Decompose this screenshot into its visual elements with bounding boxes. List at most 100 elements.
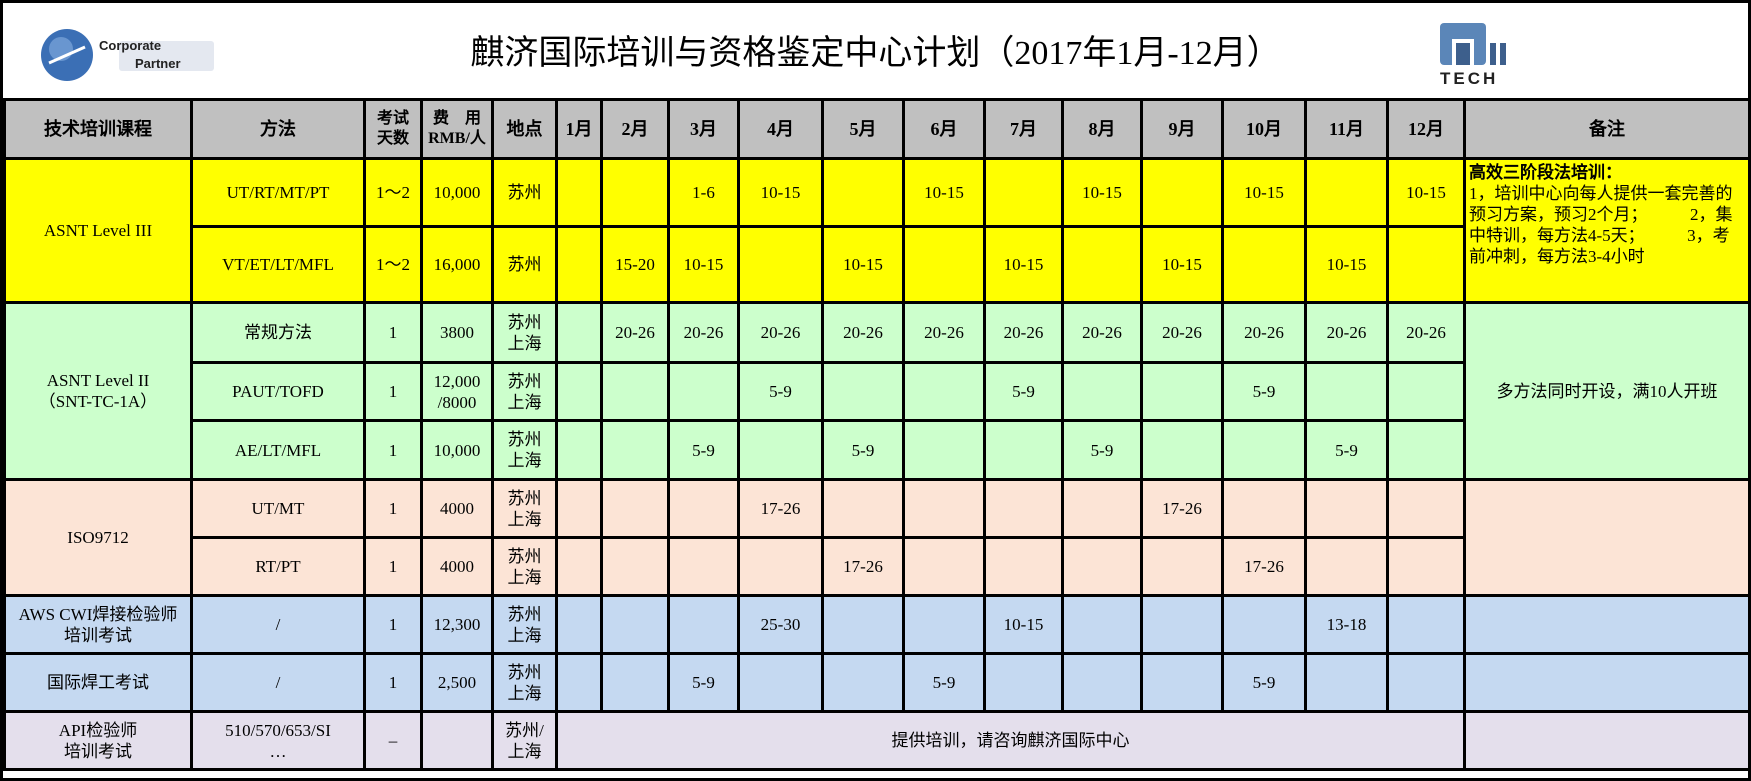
- month-cell: 10-15: [667, 225, 740, 304]
- month-cell: [555, 301, 603, 364]
- month-cell: 10-15: [983, 225, 1064, 304]
- month-cell: [1061, 536, 1143, 597]
- location: 苏州 上海: [491, 419, 558, 481]
- month-cell: [983, 652, 1064, 713]
- month-cell: 10-15: [737, 157, 824, 228]
- month-cell: [1386, 225, 1466, 304]
- month-cell: [1140, 361, 1224, 422]
- title-bar: Corporate Partner 麒济国际培训与资格鉴定中心计划（2017年1…: [3, 3, 1748, 101]
- month-cell: [902, 225, 986, 304]
- month-cell: [902, 594, 986, 655]
- month-cell: 5-9: [737, 361, 824, 422]
- exam-days: 1: [363, 301, 423, 364]
- month-cell: [737, 225, 824, 304]
- month-cell: 17-26: [737, 478, 824, 539]
- month-cell: [1221, 225, 1307, 304]
- month-cell: [555, 157, 603, 228]
- month-cell: 20-26: [821, 301, 905, 364]
- header-month: 2月: [600, 98, 670, 160]
- fee: 12,300: [420, 594, 494, 655]
- table-row: RT/PT 1 4000 苏州 上海 17-26 17-26: [4, 536, 1750, 597]
- header-month: 5月: [821, 98, 905, 160]
- month-cell: 20-26: [902, 301, 986, 364]
- month-cell: [821, 361, 905, 422]
- month-cell: [737, 652, 824, 713]
- svg-text:Corporate: Corporate: [99, 38, 161, 53]
- month-cell: [902, 361, 986, 422]
- month-cell: [1061, 361, 1143, 422]
- month-cell: 15-20: [600, 225, 670, 304]
- month-cell: 10-15: [1061, 157, 1143, 228]
- header-month: 4月: [737, 98, 824, 160]
- fee: 4000: [420, 536, 494, 597]
- header-fee: 费 用RMB/人: [420, 98, 494, 160]
- course-name: API检验师 培训考试: [3, 710, 193, 771]
- month-cell: [983, 536, 1064, 597]
- table-row: ASNT Level II （SNT-TC-1A） 常规方法 1 3800 苏州 上海 2…: [3, 301, 1751, 481]
- table-row: PAUT/TOFD 1 12,000 /8000 苏州 上海 5-9 5-9 5-9: [4, 361, 1750, 422]
- month-cell: [821, 594, 905, 655]
- month-cell: 20-26: [667, 301, 740, 364]
- exam-days: –: [363, 710, 423, 771]
- asnt-corporate-partner-logo: Corporate Partner: [41, 29, 214, 81]
- month-cell: [600, 652, 670, 713]
- location: 苏州 上海: [491, 478, 558, 539]
- location: 苏州: [491, 225, 558, 304]
- month-cell: [555, 478, 603, 539]
- course-name: ISO9712: [3, 478, 193, 597]
- month-cell: 20-26: [1140, 301, 1224, 364]
- month-cell: [1140, 419, 1224, 481]
- month-cell: [1386, 536, 1466, 597]
- location: 苏州 上海: [491, 361, 558, 422]
- month-cell: 10-15: [1221, 157, 1307, 228]
- location: 苏州 上海: [491, 652, 558, 713]
- month-cell: 13-18: [1304, 594, 1389, 655]
- location: 苏州 上海: [491, 594, 558, 655]
- merged-months-note: 提供培训，请咨询麒济国际中心: [555, 710, 1466, 771]
- note-cell: [1463, 594, 1751, 655]
- month-cell: [983, 419, 1064, 481]
- month-cell: 5-9: [983, 361, 1064, 422]
- month-cell: 5-9: [1061, 419, 1143, 481]
- month-cell: [555, 536, 603, 597]
- month-cell: [667, 478, 740, 539]
- method: UT/MT: [190, 478, 366, 539]
- month-cell: [1061, 594, 1143, 655]
- qj-tech-logo: TECH: [1440, 23, 1506, 87]
- exam-days: 1: [363, 652, 423, 713]
- header-month: 11月: [1304, 98, 1389, 160]
- month-cell: 5-9: [1304, 419, 1389, 481]
- month-cell: [600, 157, 670, 228]
- method: UT/RT/MT/PT: [190, 157, 366, 228]
- month-cell: [1304, 536, 1389, 597]
- month-cell: [1221, 419, 1307, 481]
- month-cell: 25-30: [737, 594, 824, 655]
- month-cell: [902, 536, 986, 597]
- month-cell: 20-26: [1221, 301, 1307, 364]
- month-cell: [555, 594, 603, 655]
- header-month: 8月: [1061, 98, 1143, 160]
- month-cell: 17-26: [1221, 536, 1307, 597]
- exam-days: 1: [363, 419, 423, 481]
- month-cell: 10-15: [1304, 225, 1389, 304]
- exam-days: 1～2: [363, 157, 423, 228]
- month-cell: 1-6: [667, 157, 740, 228]
- month-cell: [1386, 419, 1466, 481]
- location: 苏州 上海: [491, 301, 558, 364]
- note-cell: 多方法同时开设，满10人开班: [1463, 301, 1751, 481]
- month-cell: [1140, 536, 1224, 597]
- location: 苏州 上海: [491, 536, 558, 597]
- header-month: 7月: [983, 98, 1064, 160]
- month-cell: 5-9: [1221, 652, 1307, 713]
- month-cell: [1386, 478, 1466, 539]
- note-title: 高效三阶段法培训：: [1469, 163, 1622, 182]
- month-cell: [667, 361, 740, 422]
- month-cell: [600, 536, 670, 597]
- month-cell: 5-9: [821, 419, 905, 481]
- method: VT/ET/LT/MFL: [190, 225, 366, 304]
- month-cell: [1061, 478, 1143, 539]
- month-cell: [821, 478, 905, 539]
- svg-text:Partner: Partner: [135, 56, 181, 71]
- month-cell: 5-9: [667, 652, 740, 713]
